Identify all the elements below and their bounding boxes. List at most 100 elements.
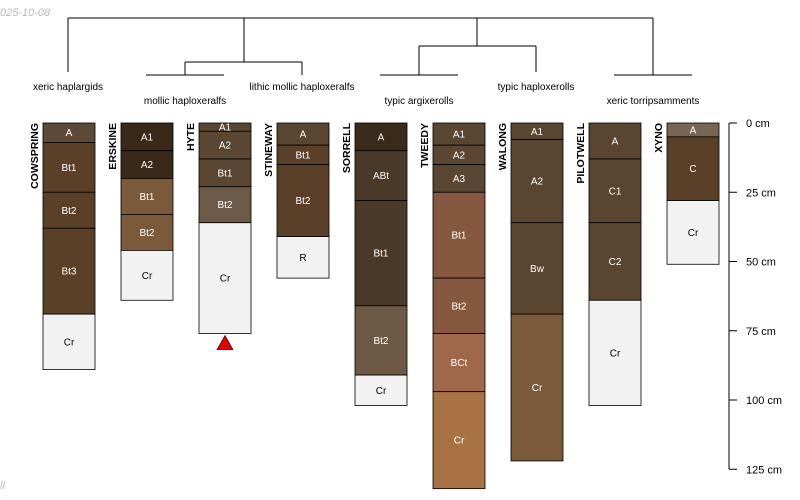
horizon-xyno-2 xyxy=(666,200,720,265)
profile-hyte: A1 A2 Bt1 Bt2 Cr HYTE xyxy=(185,122,252,350)
horizon-pilotwell-2 xyxy=(588,222,642,301)
axis-tick-label: 0 cm xyxy=(746,118,770,130)
horizon-tweedy-5 xyxy=(432,333,486,393)
profile-name: TWEEDY xyxy=(419,123,431,168)
horizon-stineway-3 xyxy=(276,236,330,279)
horizon-label: A2 xyxy=(531,177,544,188)
horizon-label: A xyxy=(612,137,619,148)
profile-stineway: A Bt1 Bt2 R STINEWAY xyxy=(263,122,330,279)
profile-tweedy: A1 A2 A3 Bt1 Bt2 BCt Cr TWEEDY xyxy=(419,122,486,490)
profile-cowspring: A Bt1 Bt2 Bt3 Cr COWSPRING xyxy=(29,122,96,370)
horizon-label: R xyxy=(299,253,306,264)
horizon-sorrell-3 xyxy=(354,305,408,376)
horizon-xyno-1 xyxy=(666,136,720,201)
horizon-label: Bt2 xyxy=(451,301,466,312)
horizon-label: A1 xyxy=(219,123,232,134)
horizon-label: Cr xyxy=(64,337,75,348)
horizon-label: Bt1 xyxy=(139,192,154,203)
horizon-label: A xyxy=(690,125,697,136)
axis-tick-label: 75 cm xyxy=(746,326,776,338)
horizon-sorrell-4 xyxy=(354,374,408,406)
horizon-label: A xyxy=(378,132,385,143)
profile-name: XYNO xyxy=(653,123,665,153)
horizon-walong-3 xyxy=(510,313,564,462)
horizon-label: C1 xyxy=(609,186,622,197)
horizon-label: Bt1 xyxy=(451,231,466,242)
group-labels: xeric haplargids mollic haploxeralfs lithi… xyxy=(33,82,699,107)
horizon-cowspring-2 xyxy=(42,191,96,229)
axis-tick-label: 50 cm xyxy=(746,257,776,269)
horizon-pilotwell-3 xyxy=(588,299,642,406)
horizon-label: Bt1 xyxy=(217,168,232,179)
horizon-erskine-2 xyxy=(120,177,174,215)
group-label: xeric haplargids xyxy=(33,82,103,93)
horizon-label: Cr xyxy=(610,348,621,359)
group-label: typic argixerolls xyxy=(385,96,454,107)
axis-tick-label: 25 cm xyxy=(746,187,776,199)
group-label: xeric torripsamments xyxy=(607,96,700,107)
profile-xyno: A C Cr XYNO xyxy=(653,122,720,265)
horizon-cowspring-4 xyxy=(42,313,96,370)
horizon-label: Cr xyxy=(142,271,153,282)
group-label: lithic mollic haploxeralfs xyxy=(249,82,354,93)
horizon-tweedy-6 xyxy=(432,391,486,490)
horizon-label: A2 xyxy=(453,150,466,161)
group-label: typic haploxerolls xyxy=(498,82,575,93)
corner-watermark: ll xyxy=(0,480,5,492)
profile-name: COWSPRING xyxy=(29,123,41,189)
horizon-cowspring-1 xyxy=(42,141,96,193)
horizon-label: A3 xyxy=(453,174,466,185)
horizon-label: A1 xyxy=(453,130,466,141)
horizon-hyte-3 xyxy=(198,186,252,224)
horizon-erskine-4 xyxy=(120,250,174,301)
horizon-label: ABt xyxy=(373,171,389,182)
profile-name: STINEWAY xyxy=(263,123,275,177)
horizon-label: Cr xyxy=(532,383,543,394)
profile-name: HYTE xyxy=(185,123,197,151)
horizon-label: Bt1 xyxy=(61,163,76,174)
horizon-erskine-3 xyxy=(120,214,174,251)
axis-tick-label: 125 cm xyxy=(746,464,782,476)
horizon-sorrell-0 xyxy=(354,122,408,152)
horizon-tweedy-3 xyxy=(432,191,486,279)
horizon-label: Bt2 xyxy=(217,200,232,211)
profile-pilotwell: A C1 C2 Cr PILOTWELL xyxy=(575,122,642,406)
horizon-label: A xyxy=(66,128,73,139)
axis-tick-label: 100 cm xyxy=(746,395,782,407)
horizon-label: A2 xyxy=(219,141,232,152)
horizon-label: Bt3 xyxy=(61,267,76,278)
horizon-label: Bt2 xyxy=(295,196,310,207)
horizon-hyte-4 xyxy=(198,222,252,334)
horizon-label: Cr xyxy=(454,436,465,447)
profile-erskine: A1 A2 Bt1 Bt2 Cr ERSKINE xyxy=(107,122,174,301)
group-label: mollic haploxeralfs xyxy=(144,96,226,107)
horizon-sorrell-2 xyxy=(354,200,408,307)
horizon-erskine-0 xyxy=(120,122,174,152)
horizon-walong-2 xyxy=(510,222,564,315)
date-watermark: 025-10-08 xyxy=(0,7,51,19)
horizon-label: Bt1 xyxy=(295,150,310,161)
horizon-label: Bt2 xyxy=(373,336,388,347)
horizon-label: BCt xyxy=(451,358,468,369)
horizon-label: C xyxy=(689,164,696,175)
horizon-label: Cr xyxy=(688,228,699,239)
depth-marker xyxy=(216,334,234,350)
profile-walong: A1 A2 Bw Cr WALONG xyxy=(497,122,564,462)
horizon-label: Bt2 xyxy=(61,206,76,217)
horizon-label: A xyxy=(300,130,307,141)
horizon-label: Bw xyxy=(530,264,545,275)
horizon-label: Cr xyxy=(220,274,231,285)
horizon-hyte-2 xyxy=(198,158,252,188)
horizon-label: A1 xyxy=(531,127,544,138)
depth-axis: 0 cm 25 cm 50 cm 75 cm 100 cm 125 cm xyxy=(728,118,782,476)
horizon-label: Cr xyxy=(376,386,387,397)
soil-profiles: A Bt1 Bt2 Bt3 Cr COWSPRING A1 A2 Bt1 Bt2 Cr ERSKINE… xyxy=(29,122,720,490)
horizon-pilotwell-1 xyxy=(588,158,642,224)
horizon-label: A1 xyxy=(141,132,154,143)
horizon-label: Bt2 xyxy=(139,228,154,239)
profile-sorrell: A ABt Bt1 Bt2 Cr SORRELL xyxy=(341,122,408,406)
horizon-label: Bt1 xyxy=(373,249,388,260)
profile-name: ERSKINE xyxy=(107,123,119,170)
profile-name: PILOTWELL xyxy=(575,122,587,183)
